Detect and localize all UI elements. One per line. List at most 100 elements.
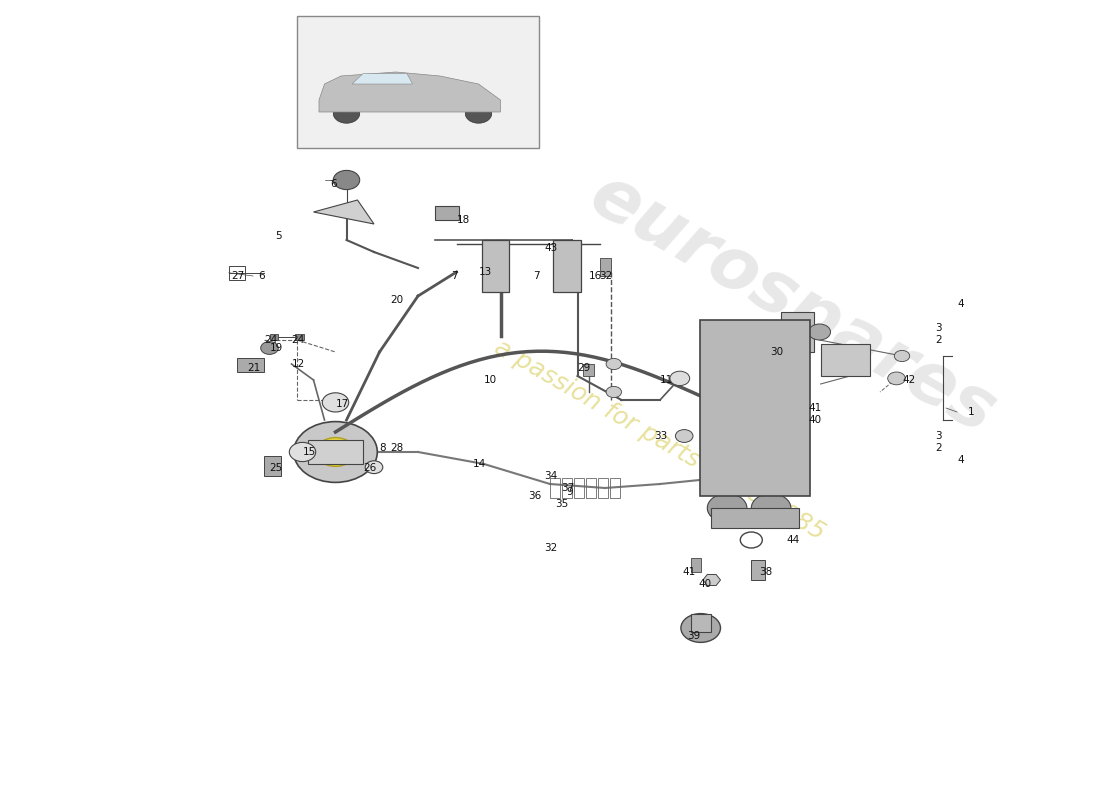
- Text: 43: 43: [544, 243, 558, 253]
- Text: 25: 25: [270, 463, 283, 473]
- Circle shape: [365, 461, 383, 474]
- Text: 15: 15: [302, 447, 316, 457]
- Text: 41: 41: [682, 567, 695, 577]
- Text: 19: 19: [270, 343, 283, 353]
- Text: 4: 4: [957, 299, 964, 309]
- Text: 7: 7: [534, 271, 540, 281]
- Text: 30: 30: [770, 347, 783, 357]
- Bar: [598, 478, 608, 498]
- Bar: [600, 258, 610, 276]
- Circle shape: [675, 430, 693, 442]
- Text: 35: 35: [556, 499, 569, 509]
- Circle shape: [606, 358, 621, 370]
- Text: 3: 3: [935, 431, 942, 441]
- Text: 1: 1: [968, 407, 975, 417]
- Bar: [434, 206, 459, 220]
- Text: 4: 4: [957, 455, 964, 465]
- Text: 21: 21: [248, 363, 261, 373]
- Text: 34: 34: [544, 471, 558, 481]
- Bar: [781, 312, 814, 352]
- Text: 41: 41: [808, 403, 822, 413]
- Bar: [308, 440, 363, 464]
- Text: 24: 24: [292, 335, 305, 345]
- Bar: [236, 358, 264, 372]
- Bar: [691, 558, 701, 572]
- Text: 37: 37: [561, 483, 574, 493]
- Bar: [553, 240, 581, 292]
- Text: 6: 6: [258, 271, 265, 281]
- Text: 3: 3: [935, 323, 942, 333]
- Text: 18: 18: [456, 215, 470, 225]
- Circle shape: [333, 104, 360, 123]
- Text: 36: 36: [528, 491, 541, 501]
- Bar: [295, 334, 304, 340]
- Bar: [297, 16, 539, 148]
- Text: 29: 29: [578, 363, 591, 373]
- Polygon shape: [352, 74, 412, 84]
- Circle shape: [261, 342, 278, 354]
- Bar: [482, 240, 509, 292]
- Circle shape: [316, 438, 355, 466]
- Text: 40: 40: [698, 579, 712, 589]
- Bar: [270, 334, 278, 340]
- Circle shape: [888, 372, 905, 385]
- Circle shape: [681, 614, 720, 642]
- Text: eurospares: eurospares: [578, 160, 1006, 448]
- Text: 33: 33: [654, 431, 668, 441]
- Bar: [610, 478, 620, 498]
- Circle shape: [322, 393, 349, 412]
- Text: 9: 9: [566, 487, 573, 497]
- Text: 11: 11: [660, 375, 673, 385]
- Text: 24: 24: [264, 335, 277, 345]
- Circle shape: [606, 386, 621, 398]
- Text: 28: 28: [390, 443, 404, 453]
- Text: 26: 26: [363, 463, 376, 473]
- Polygon shape: [703, 574, 720, 586]
- Text: 14: 14: [473, 459, 486, 469]
- Bar: [711, 508, 799, 528]
- Text: 16: 16: [588, 271, 602, 281]
- Text: 40: 40: [808, 415, 822, 425]
- Circle shape: [894, 350, 910, 362]
- Text: 38: 38: [759, 567, 772, 577]
- Text: 42: 42: [902, 375, 915, 385]
- Text: 12: 12: [292, 359, 305, 369]
- Text: 39: 39: [688, 631, 701, 641]
- Text: 10: 10: [484, 375, 497, 385]
- Text: 32: 32: [544, 543, 558, 553]
- Text: 5: 5: [275, 231, 282, 241]
- Circle shape: [465, 104, 492, 123]
- Bar: [821, 344, 870, 376]
- Circle shape: [670, 371, 690, 386]
- Text: 27: 27: [231, 271, 244, 281]
- Bar: [586, 478, 596, 498]
- Text: 13: 13: [478, 267, 492, 277]
- Bar: [751, 560, 764, 580]
- Text: a passion for parts since 1985: a passion for parts since 1985: [491, 335, 829, 545]
- Text: 2: 2: [935, 335, 942, 345]
- Text: 2: 2: [935, 443, 942, 453]
- Bar: [550, 478, 560, 498]
- Text: 7: 7: [451, 271, 458, 281]
- Circle shape: [294, 422, 377, 482]
- Circle shape: [751, 494, 791, 522]
- Text: 44: 44: [786, 535, 800, 545]
- Circle shape: [289, 442, 316, 462]
- Bar: [264, 456, 280, 476]
- Bar: [700, 320, 810, 496]
- Circle shape: [707, 494, 747, 522]
- Bar: [691, 614, 711, 632]
- Bar: [574, 478, 584, 498]
- Bar: [583, 364, 594, 376]
- Text: 32: 32: [600, 271, 613, 281]
- Bar: [229, 266, 245, 280]
- Polygon shape: [319, 72, 500, 112]
- Text: 20: 20: [390, 295, 404, 305]
- Circle shape: [808, 324, 830, 340]
- Text: 8: 8: [379, 443, 386, 453]
- Polygon shape: [314, 200, 374, 224]
- Circle shape: [333, 170, 360, 190]
- Text: 17: 17: [336, 399, 349, 409]
- Text: 6: 6: [330, 179, 337, 189]
- Bar: [562, 478, 572, 498]
